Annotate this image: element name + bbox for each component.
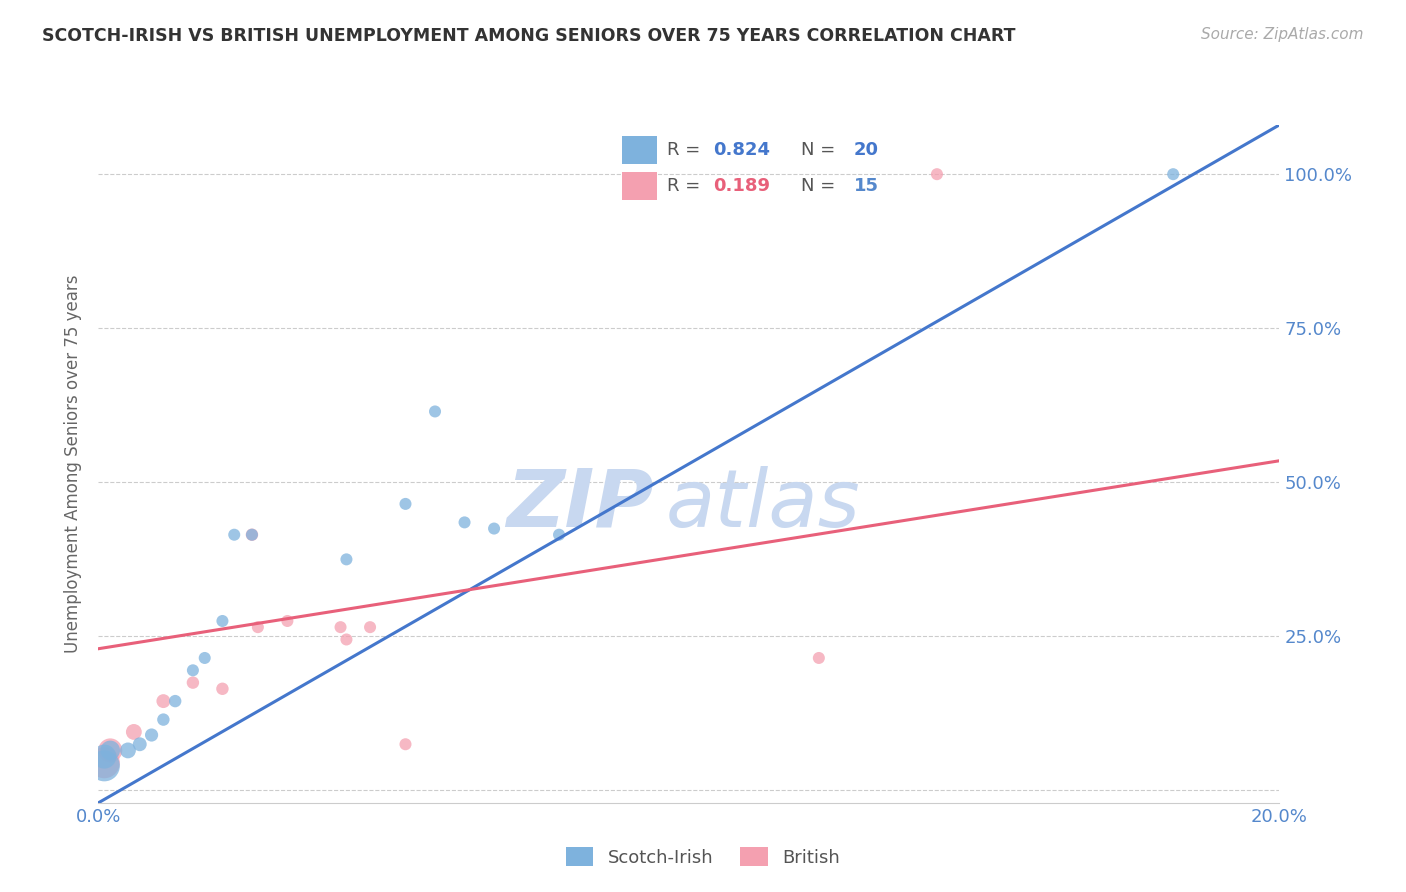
Point bbox=[335, 552, 357, 566]
Point bbox=[224, 527, 246, 541]
Point bbox=[276, 614, 298, 628]
Point bbox=[93, 749, 115, 764]
Point bbox=[394, 737, 416, 751]
Point bbox=[181, 675, 204, 690]
Point bbox=[117, 743, 139, 757]
Point bbox=[453, 516, 475, 530]
Legend: Scotch-Irish, British: Scotch-Irish, British bbox=[560, 840, 846, 874]
Point bbox=[152, 694, 174, 708]
Point bbox=[394, 497, 416, 511]
Text: 15: 15 bbox=[853, 177, 879, 194]
Point bbox=[93, 759, 115, 773]
Point bbox=[807, 651, 830, 665]
Point bbox=[98, 743, 121, 757]
Y-axis label: Unemployment Among Seniors over 75 years: Unemployment Among Seniors over 75 years bbox=[65, 275, 83, 653]
Text: SCOTCH-IRISH VS BRITISH UNEMPLOYMENT AMONG SENIORS OVER 75 YEARS CORRELATION CHA: SCOTCH-IRISH VS BRITISH UNEMPLOYMENT AMO… bbox=[42, 27, 1015, 45]
Point bbox=[165, 694, 187, 708]
Text: N =: N = bbox=[801, 141, 841, 159]
Point bbox=[141, 728, 163, 742]
Point bbox=[122, 725, 145, 739]
Point bbox=[329, 620, 352, 634]
Point bbox=[211, 681, 233, 696]
Point bbox=[1161, 167, 1184, 181]
Text: ZIP: ZIP bbox=[506, 466, 654, 543]
FancyBboxPatch shape bbox=[621, 136, 657, 164]
Point bbox=[93, 756, 115, 770]
Point bbox=[181, 663, 204, 677]
Point bbox=[548, 527, 571, 541]
Point bbox=[98, 743, 121, 757]
Point bbox=[925, 167, 948, 181]
Text: 20: 20 bbox=[853, 141, 879, 159]
Point bbox=[240, 527, 263, 541]
Point bbox=[335, 632, 357, 647]
Text: Source: ZipAtlas.com: Source: ZipAtlas.com bbox=[1201, 27, 1364, 42]
Text: 0.189: 0.189 bbox=[713, 177, 770, 194]
Text: R =: R = bbox=[668, 177, 706, 194]
Point bbox=[211, 614, 233, 628]
Text: 0.824: 0.824 bbox=[713, 141, 770, 159]
Point bbox=[240, 527, 263, 541]
Point bbox=[359, 620, 381, 634]
Text: N =: N = bbox=[801, 177, 841, 194]
Text: R =: R = bbox=[668, 141, 706, 159]
Point bbox=[246, 620, 269, 634]
Point bbox=[194, 651, 217, 665]
Text: atlas: atlas bbox=[665, 466, 860, 543]
Point bbox=[423, 404, 446, 418]
Point bbox=[128, 737, 150, 751]
FancyBboxPatch shape bbox=[621, 171, 657, 200]
Point bbox=[152, 713, 174, 727]
Point bbox=[482, 522, 505, 536]
